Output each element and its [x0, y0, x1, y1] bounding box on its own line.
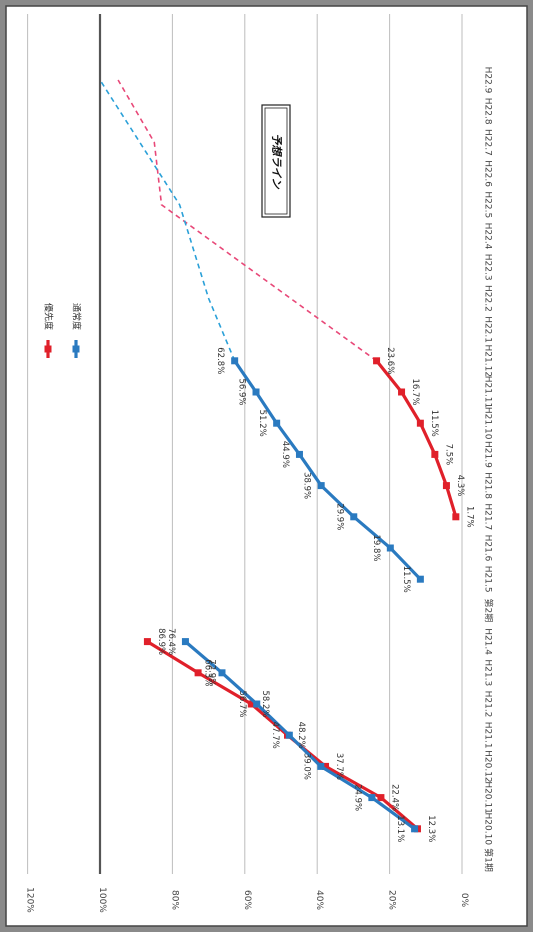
- category-tick-label: H21.10: [483, 407, 493, 440]
- data-label: 16.7%: [410, 378, 420, 405]
- data-point: [431, 450, 439, 458]
- legend-marker: [72, 345, 80, 353]
- data-label: 4.3%: [455, 475, 465, 497]
- data-point: [295, 450, 303, 458]
- data-point: [398, 388, 406, 396]
- data-label: 51.2%: [257, 410, 267, 437]
- category-tick-label: H20.11: [483, 781, 493, 814]
- data-point: [317, 482, 325, 490]
- data-label: 66.3%: [202, 659, 212, 686]
- data-point: [231, 357, 239, 365]
- data-label: 56.7%: [237, 690, 247, 717]
- category-tick-label: H21.8: [483, 472, 493, 499]
- category-tick-label: H22.8: [483, 98, 493, 125]
- data-label: 38.9%: [302, 472, 312, 499]
- category-tick-label: 第2期: [483, 599, 495, 623]
- category-tick-label: H21.1: [483, 722, 493, 749]
- category-tick-label: H22.7: [483, 129, 493, 156]
- category-tick-label: H21.3: [483, 659, 493, 686]
- data-label: 44.9%: [280, 441, 290, 468]
- data-label: 12.3%: [426, 815, 436, 842]
- category-tick-label: H21.5: [483, 566, 493, 593]
- data-label: 86.9%: [156, 628, 166, 655]
- data-point: [253, 700, 261, 708]
- data-label: 13.1%: [395, 815, 405, 842]
- category-tick-label: 第1期: [483, 848, 495, 872]
- legend-label: 通常度: [71, 303, 83, 330]
- value-tick-label: 60%: [242, 890, 252, 910]
- data-label: 72.9%: [207, 659, 217, 686]
- category-tick-label: H21.12: [483, 345, 493, 378]
- category-tick-label: H22.6: [483, 160, 493, 187]
- category-tick-label: H22.2: [483, 285, 493, 312]
- legend-label: 優先度: [43, 303, 55, 330]
- data-point: [252, 388, 260, 396]
- value-tick-label: 100%: [97, 887, 107, 913]
- data-point: [416, 575, 424, 583]
- annotation-box: [261, 104, 291, 218]
- annotation-box-inner: [264, 107, 288, 215]
- data-label: 1.7%: [464, 506, 474, 528]
- data-point: [317, 762, 325, 770]
- data-label: 58.2%: [260, 690, 270, 717]
- category-tick-label: H22.5: [483, 191, 493, 218]
- data-point: [218, 669, 226, 677]
- category-tick-label: H22.9: [483, 67, 493, 94]
- data-label: 11.5%: [429, 410, 439, 437]
- category-tick-label: H21.7: [483, 503, 493, 530]
- data-label: 11.5%: [401, 566, 411, 593]
- data-point: [368, 794, 376, 802]
- category-tick-label: H20.12: [483, 750, 493, 783]
- data-point: [442, 482, 450, 490]
- value-tick-label: 40%: [314, 890, 324, 910]
- data-label: 47.7%: [270, 722, 280, 749]
- data-point: [285, 731, 293, 739]
- data-point: [194, 669, 202, 677]
- category-tick-label: H21.4: [483, 628, 493, 655]
- category-tick-label: H21.11: [483, 376, 493, 409]
- category-tick-label: H21.2: [483, 691, 493, 718]
- data-label: 19.8%: [371, 534, 381, 561]
- data-point: [373, 357, 381, 365]
- value-tick-label: 20%: [387, 890, 397, 910]
- data-label: 37.7%: [334, 753, 344, 780]
- series-line: [375, 359, 458, 518]
- category-tick-label: H20.10: [483, 813, 493, 846]
- data-point: [416, 419, 424, 427]
- category-tick-label: H22.1: [483, 316, 493, 343]
- data-label: 23.6%: [385, 347, 395, 374]
- data-label: 29.9%: [334, 503, 344, 530]
- data-point: [350, 513, 358, 521]
- data-label: 56.9%: [237, 378, 247, 405]
- category-tick-label: H22.4: [483, 223, 493, 250]
- data-label: 24.9%: [352, 784, 362, 811]
- category-tick-label: H21.9: [483, 441, 493, 468]
- value-tick-label: 0%: [459, 893, 469, 908]
- value-tick-label: 80%: [169, 890, 179, 910]
- data-point: [273, 419, 281, 427]
- data-label: 76.4%: [166, 628, 176, 655]
- forecast-line: [117, 79, 378, 362]
- data-point: [411, 825, 419, 833]
- data-point: [322, 762, 330, 770]
- data-label: 7.5%: [443, 444, 453, 466]
- series-line: [233, 359, 422, 581]
- data-point: [452, 513, 460, 521]
- category-tick-label: H22.3: [483, 254, 493, 281]
- data-label: 39.0%: [301, 753, 311, 780]
- category-tick-label: H21.6: [483, 535, 493, 562]
- legend-marker: [44, 345, 52, 353]
- data-point: [247, 700, 255, 708]
- data-point: [386, 544, 394, 552]
- value-tick-label: 120%: [25, 887, 35, 913]
- data-label: 62.8%: [215, 347, 225, 374]
- data-point: [143, 638, 151, 646]
- data-label: 22.4%: [389, 784, 399, 811]
- data-point: [181, 638, 189, 646]
- data-label: 48.2%: [296, 722, 306, 749]
- data-point: [377, 794, 385, 802]
- annotation-label: 予想ライン: [270, 134, 283, 190]
